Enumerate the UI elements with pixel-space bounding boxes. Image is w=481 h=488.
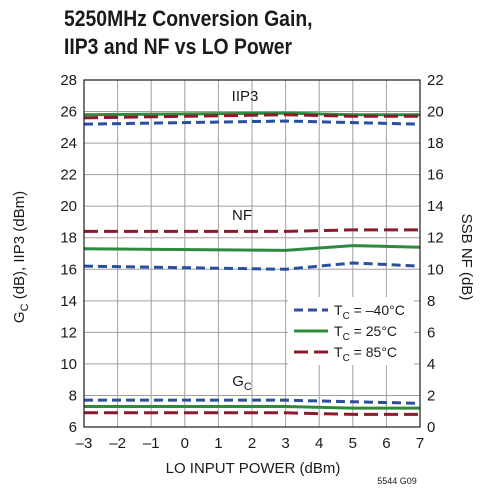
- iip3-series-p85: [83, 113, 420, 120]
- gc-annotation-sub: C: [244, 381, 252, 393]
- y-left-tick-label: 8: [69, 387, 77, 404]
- iip3-series-m40: [83, 119, 421, 126]
- y-right-tick-label: 22: [427, 72, 444, 89]
- gc-series-p25: [84, 404, 420, 410]
- nf-series-p85: [84, 228, 420, 233]
- x-tick-label: 1: [214, 435, 222, 452]
- x-tick-label: 0: [181, 435, 189, 452]
- iip3-annotation: IIP3: [232, 88, 259, 105]
- y-left-tick-label: 26: [60, 104, 77, 121]
- y-axis-label-left-rest: (dB), IIP3 (dBm): [11, 191, 28, 304]
- y-right-tick-label: 10: [427, 261, 444, 278]
- y-right-tick-label: 6: [427, 324, 435, 341]
- y-axis-label-left: GC (dB), IIP3 (dBm): [11, 191, 31, 323]
- y-left-tick-label: 10: [60, 356, 77, 373]
- series-layer: [83, 111, 421, 416]
- y-left-tick-label: 22: [60, 167, 77, 184]
- legend-label-p25: TC = 25°C: [334, 323, 397, 343]
- y-left-tick-label: 6: [69, 419, 77, 436]
- gc-annotation-main: G: [232, 373, 244, 390]
- gc-series-m40: [84, 398, 421, 405]
- y-right-tick-label: 18: [427, 135, 444, 152]
- y-axis-label-right: SSB NF (dB): [458, 214, 475, 301]
- y-right-tick-label: 4: [427, 356, 435, 373]
- legend-label-p85: TC = 85°C: [334, 344, 397, 364]
- y-right-tick-label: 8: [427, 293, 435, 310]
- x-tick-label: –3: [76, 435, 93, 452]
- plot-frame: [83, 79, 421, 428]
- gc-series-p85: [84, 411, 420, 416]
- x-tick-label: 5: [349, 435, 357, 452]
- y-right-tick-label: 20: [427, 104, 444, 121]
- x-tick-label: 6: [382, 435, 390, 452]
- x-tick-label: 3: [281, 435, 289, 452]
- y-left-tick-label: 18: [60, 230, 77, 247]
- nf-annotation: NF: [232, 207, 252, 224]
- y-left-tick-label: 14: [60, 293, 77, 310]
- x-tick-label: –1: [143, 435, 160, 452]
- y-left-tick-label: 24: [60, 135, 77, 152]
- y-right-tick-label: 14: [427, 198, 444, 215]
- y-left-tick-label: 12: [60, 324, 77, 341]
- legend-label-m40: TC = –40°C: [334, 302, 405, 322]
- figure-code: 5544 G09: [377, 476, 417, 486]
- y-right-tick-label: 16: [427, 167, 444, 184]
- y-left-tick-label: 28: [60, 72, 77, 89]
- nf-series-p25: [83, 244, 421, 252]
- nf-series-m40: [83, 261, 421, 271]
- y-axis-label-left-main: G: [11, 311, 28, 323]
- gc-annotation: GC: [232, 373, 252, 393]
- chart-title-line-2: IIP3 and NF vs LO Power: [64, 34, 293, 59]
- x-axis-label: LO INPUT POWER (dBm): [166, 460, 341, 477]
- legend: TC = –40°CTC = 25°CTC = 85°C: [288, 297, 414, 365]
- x-tick-label: 4: [315, 435, 323, 452]
- y-axis-label-left-sub: C: [19, 303, 31, 311]
- y-left-tick-label: 16: [60, 261, 77, 278]
- grid: [84, 80, 420, 427]
- y-left-tick-label: 20: [60, 198, 77, 215]
- x-tick-label: –2: [109, 435, 126, 452]
- y-right-tick-label: 2: [427, 387, 435, 404]
- x-tick-label: 7: [416, 435, 424, 452]
- y-right-tick-label: 12: [427, 230, 444, 247]
- chart-title: 5250MHz Conversion Gain, IIP3 and NF vs …: [64, 5, 346, 61]
- iip3-series-p25: [83, 111, 420, 117]
- chart-title-line-1: 5250MHz Conversion Gain,: [64, 6, 313, 31]
- tick-labels: –3 –2 –1 0 1 2 3 4 5 6 768101214161820222426280246…: [60, 72, 443, 452]
- y-right-tick-label: 0: [427, 419, 435, 436]
- x-tick-label: 2: [248, 435, 256, 452]
